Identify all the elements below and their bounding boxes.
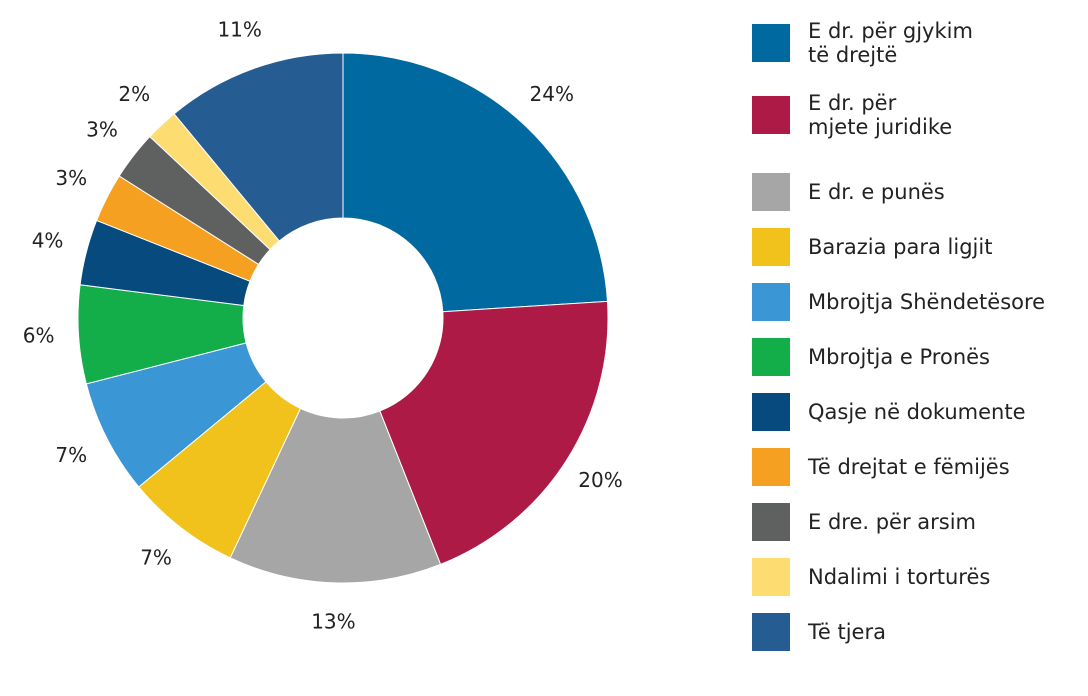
legend-swatch [752,96,790,134]
legend-item: Barazia para ligjit [752,228,992,266]
slice-label: 3% [55,166,87,190]
legend-label: Mbrojtja Shëndetësore [808,290,1046,314]
legend-item: E dr. për mjete juridike [752,91,952,139]
legend-swatch [752,448,790,486]
legend-item: E dr. e punës [752,173,945,211]
legend-item: Të tjera [752,613,886,651]
slice-label: 11% [217,18,261,42]
chart: 24%20%13%7%7%6%4%3%3%2%11% [23,18,623,634]
donut-slice [342,52,609,313]
legend-swatch [752,24,790,62]
legend-item: Qasje në dokumente [752,393,1026,431]
legend-swatch [752,558,790,596]
donut-slice [379,300,609,566]
donut-slice [173,52,344,242]
legend-label: E dr. e punës [808,180,945,204]
legend-swatch [752,283,790,321]
legend-label: E dr. për mjete juridike [808,91,953,139]
legend-label: E dr. për gjykim të drejtë [808,19,973,67]
slice-label: 20% [578,468,622,492]
slice-label: 4% [32,229,64,253]
legend-swatch [752,393,790,431]
slice-label: 6% [23,324,55,348]
slice-label: 24% [530,82,574,106]
legend-item: Të drejtat e fëmijës [752,448,1010,486]
legend-label: Mbrojtja e Pronës [808,345,990,369]
legend-label: Ndalimi i torturës [808,565,991,589]
legend-item: E dr. për gjykim të drejtë [752,19,973,67]
legend-label: Të drejtat e fëmijës [808,455,1010,479]
slice-label: 13% [311,609,355,633]
legend-label: Qasje në dokumente [808,400,1026,424]
legend-item: Mbrojtja Shëndetësore [752,283,1045,321]
slice-label: 7% [140,545,172,569]
legend-label: E dre. për arsim [808,510,977,534]
legend-swatch [752,228,790,266]
slice-label: 2% [118,82,150,106]
legend-swatch [752,503,790,541]
legend-item: E dre. për arsim [752,503,976,541]
legend-item: Mbrojtja e Pronës [752,338,990,376]
legend-swatch [752,338,790,376]
legend-swatch [752,613,790,651]
slice-label: 7% [55,443,87,467]
legend-label: Të tjera [808,620,886,644]
legend-item: Ndalimi i torturës [752,558,990,596]
donut-slice [229,407,442,584]
slice-label: 3% [86,118,118,142]
legend-swatch [752,173,790,211]
legend-label: Barazia para ligjit [808,235,993,259]
